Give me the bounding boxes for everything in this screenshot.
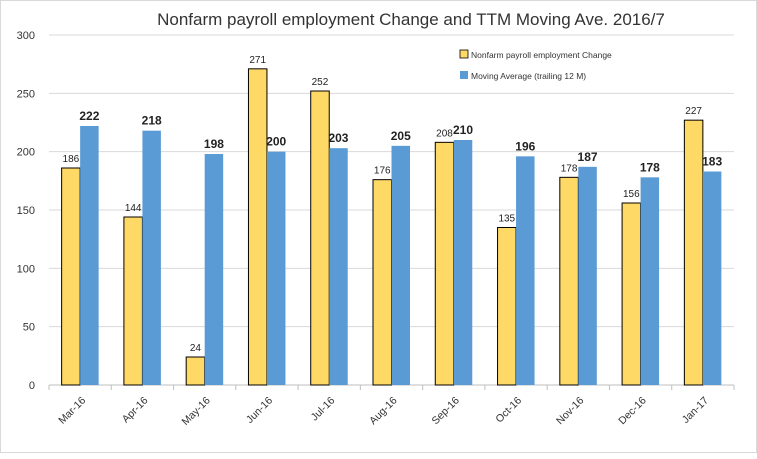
data-label-moving-average: 178 [640,160,660,174]
y-tick-label: 200 [17,147,35,159]
x-tick-label: Dec-16 [616,395,649,428]
bar-payroll-change [247,68,268,386]
bar-payroll-change [61,167,81,386]
bar-payroll-change [559,176,579,386]
y-tick-label: 250 [17,88,35,100]
x-tick-label: Nov-16 [554,395,587,428]
bar-moving-average [329,148,348,385]
data-label-moving-average: 218 [142,114,162,128]
bar-payroll-change [434,141,455,386]
data-label-moving-average: 200 [266,135,286,149]
bar-payroll-change [310,90,330,386]
data-label-payroll: 135 [498,214,515,225]
data-label-moving-average: 183 [702,155,722,169]
x-tick-label: Jan-17 [680,395,711,426]
bar-moving-average [142,130,161,385]
y-tick-label: 150 [17,205,35,217]
legend-label-moving-average: Moving Average (trailing 12 M) [471,71,586,81]
data-label-payroll: 271 [249,55,266,66]
bar-payroll-change [621,202,642,386]
data-label-moving-average: 210 [453,123,473,137]
x-tick-label: Aug-16 [367,395,400,428]
y-tick-label: 100 [17,263,35,275]
data-label-moving-average: 222 [79,109,99,123]
bar-moving-average [640,177,660,385]
x-tick-label: Oct-16 [493,395,524,426]
data-label-payroll: 208 [436,128,453,139]
data-label-moving-average: 205 [391,129,411,143]
bar-payroll-change [497,227,517,386]
data-label-payroll: 24 [190,343,202,354]
x-tick-label: Mar-16 [56,395,88,427]
data-label-payroll: 252 [312,77,329,88]
chart-title: Nonfarm payroll employment Change and TT… [157,10,665,29]
bar-moving-average [516,156,535,385]
data-label-moving-average: 196 [515,139,535,153]
bar-payroll-change [372,179,392,386]
data-label-payroll: 176 [374,166,391,177]
data-label-payroll: 156 [623,189,640,200]
bar-moving-average [453,140,473,385]
bar-moving-average [204,154,224,385]
x-tick-label: May-16 [180,395,213,428]
y-tick-label: 300 [17,30,35,42]
bar-moving-average [266,151,286,385]
y-tick-label: 50 [23,322,35,334]
y-tick-label: 0 [29,380,35,392]
data-label-moving-average: 187 [578,150,598,164]
data-label-moving-average: 203 [328,131,348,145]
bar-moving-average [702,171,722,385]
legend-swatch-moving-average [460,71,468,79]
data-label-payroll: 178 [561,163,578,174]
legend: Nonfarm payroll employment Change Moving… [459,49,612,81]
legend-label-payroll: Nonfarm payroll employment Change [471,50,612,60]
bar-moving-average [391,145,410,385]
data-label-moving-average: 198 [204,137,224,151]
x-tick-label: Apr-16 [120,395,151,426]
x-tick-label: Sep-16 [429,395,462,428]
bar-moving-average [578,166,597,385]
x-tick-label: Jul-16 [309,395,338,424]
data-label-payroll: 186 [63,154,80,165]
bar-payroll-change [123,216,143,386]
bar-payroll-change [683,119,704,386]
data-label-payroll: 144 [125,203,142,214]
bar-payroll-change [185,356,206,386]
legend-swatch-payroll [459,49,469,59]
x-tick-label: Jun-16 [244,395,275,426]
bar-moving-average [80,126,99,385]
data-label-payroll: 227 [685,106,702,117]
